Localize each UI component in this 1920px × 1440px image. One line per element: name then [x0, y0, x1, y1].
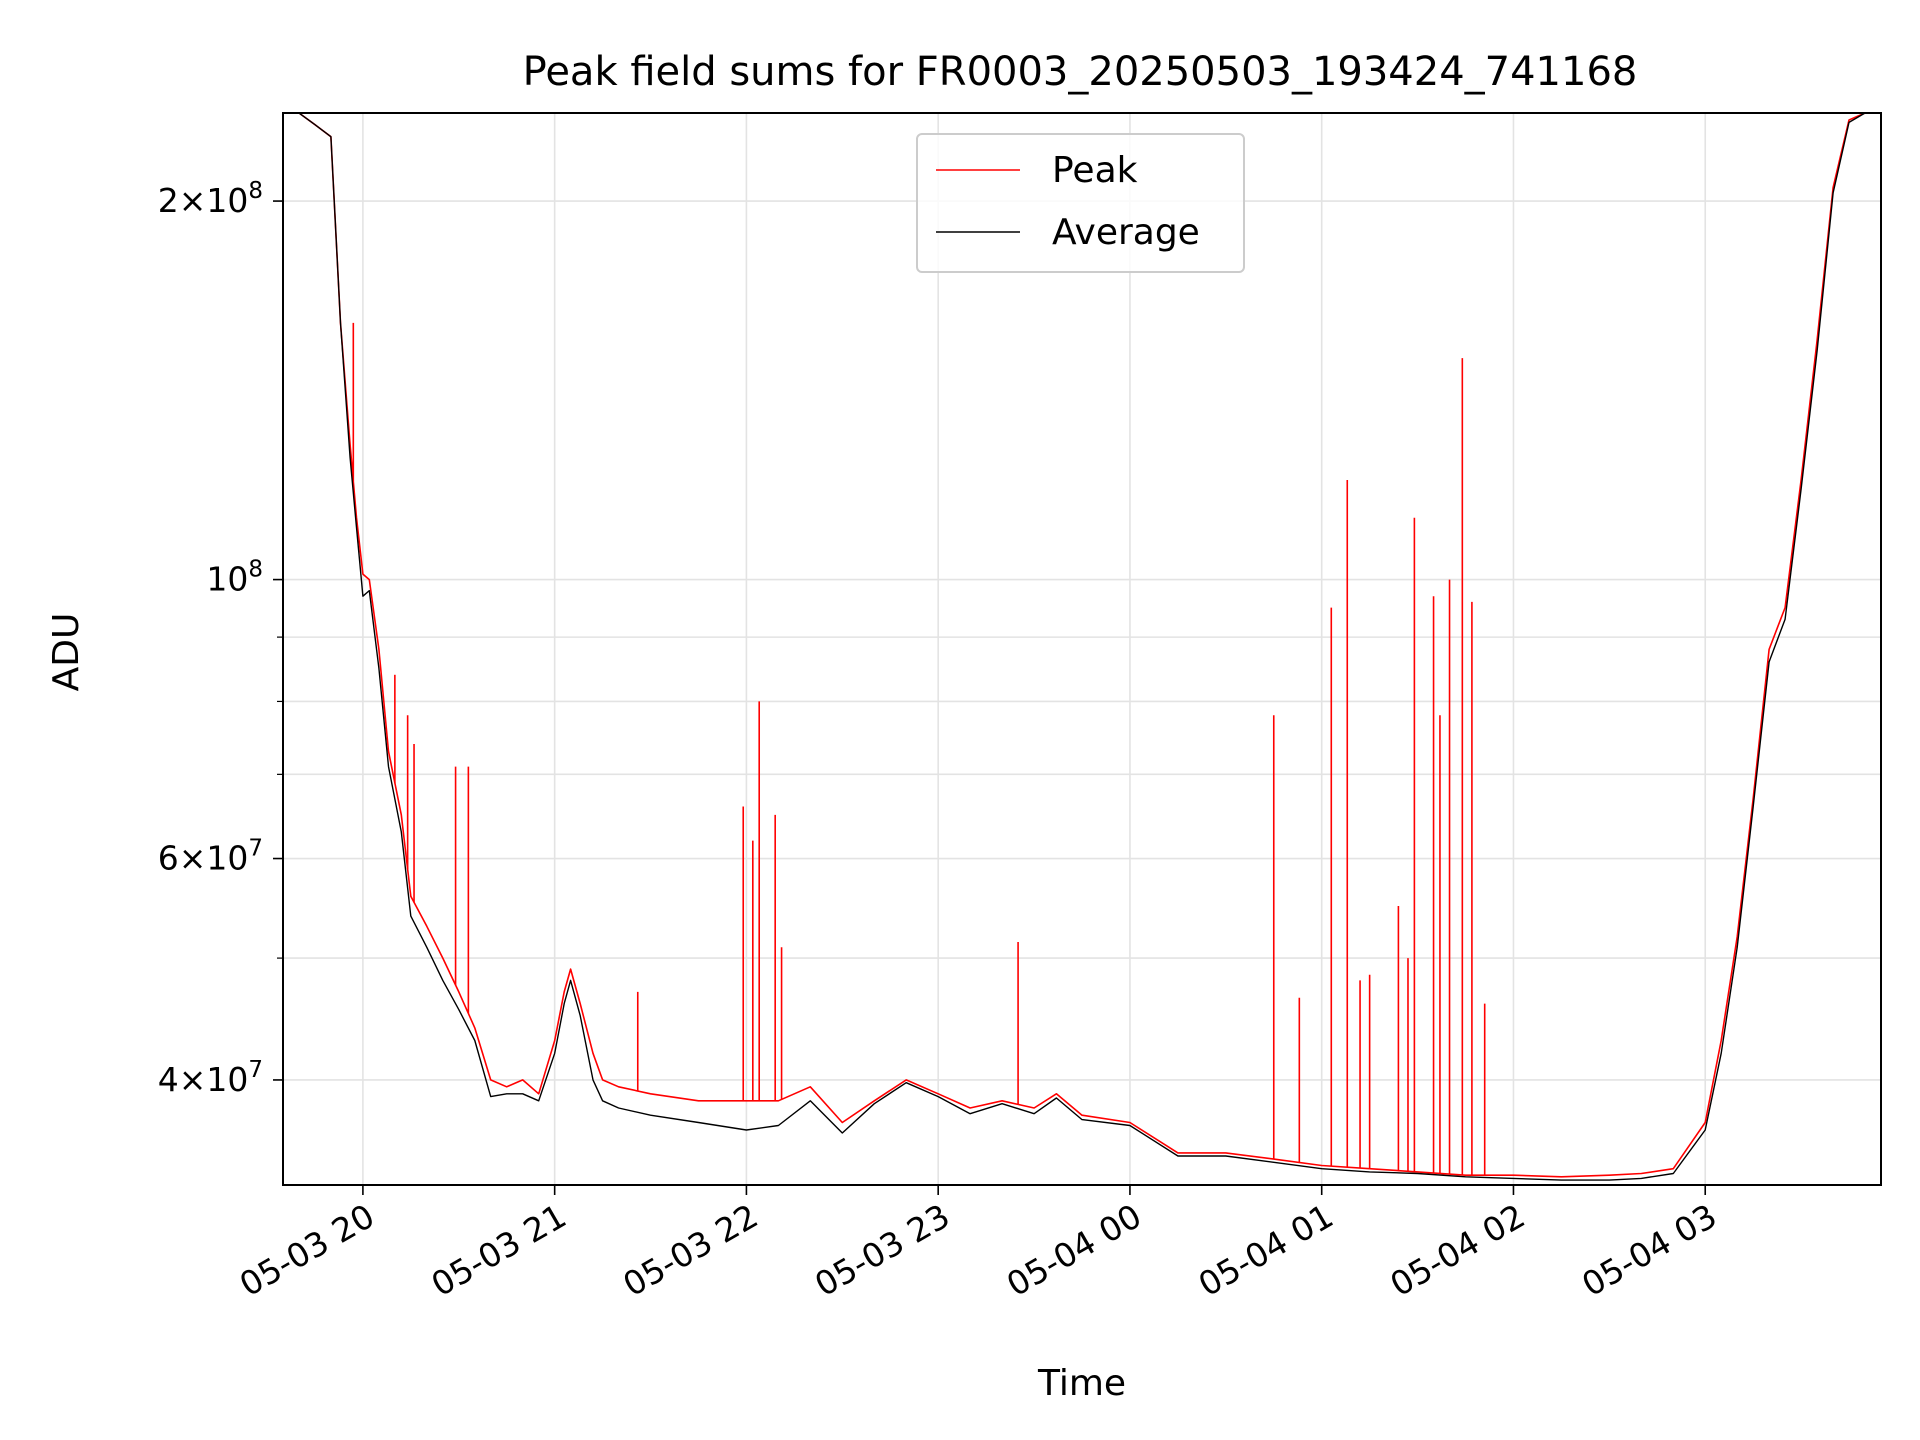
peak-spikes [352, 322, 1486, 1176]
y-tick-label: 108 [206, 557, 263, 599]
y-axis-label: ADU [46, 613, 87, 692]
grid-lines [283, 113, 1881, 1185]
legend-label-average: Average [1052, 212, 1200, 253]
chart-title: Peak field sums for FR0003_20250503_1934… [523, 49, 1638, 95]
legend-frame [916, 133, 1245, 273]
series-line-peak [283, 113, 1881, 1178]
y-tick-label: 4×107 [158, 1057, 263, 1099]
y-axis: 4×107 6×107 108 2×108 [158, 178, 283, 1099]
plot-frame [282, 112, 1882, 1186]
y-tick-label: 2×108 [158, 178, 263, 220]
y-tick-label: 6×107 [158, 836, 263, 878]
x-axis-label: Time [1037, 1363, 1126, 1404]
series-line-average [283, 113, 1881, 1181]
legend: Peak Average [916, 133, 1245, 273]
legend-label-peak: Peak [1052, 150, 1138, 191]
